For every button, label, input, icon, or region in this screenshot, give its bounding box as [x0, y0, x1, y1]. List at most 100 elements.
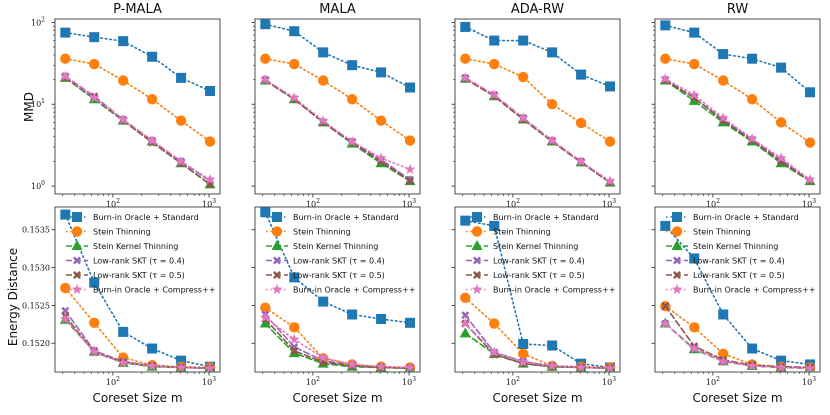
- legend-marker: [671, 226, 683, 237]
- x-tick-label: 102: [706, 198, 720, 209]
- data-point: [60, 313, 71, 324]
- data-point: [804, 362, 816, 372]
- data-point: [517, 348, 529, 360]
- data-point: [547, 47, 558, 58]
- data-point: [460, 21, 471, 32]
- data-point: [804, 174, 816, 185]
- axes-frame: [654, 206, 821, 373]
- panel-2: MALA 102 103: [251, 2, 421, 209]
- data-point: [775, 117, 787, 128]
- legend: Burn-in Oracle + Standard Stein Thinning S…: [266, 212, 415, 295]
- data-point: [205, 86, 216, 97]
- data-point: [260, 53, 271, 64]
- legend-marker: [671, 240, 683, 250]
- legend-label: Stein Thinning: [493, 228, 551, 237]
- x-tick-label: 102: [106, 198, 120, 209]
- data-point: [604, 175, 616, 186]
- legend-marker: [271, 284, 283, 294]
- y-tick-label: 0.1525: [22, 301, 50, 310]
- data-point: [717, 75, 729, 86]
- x-tick-label: 102: [506, 198, 520, 209]
- data-point: [289, 26, 300, 37]
- data-point: [489, 89, 500, 100]
- series-line: [264, 316, 411, 369]
- panel-6: 102 103 Coreset Size m Burn-in Oracle + Sta…: [251, 206, 421, 405]
- data-point: [776, 355, 787, 366]
- legend-label: Low-rank SKT (τ = 0.4): [293, 257, 385, 266]
- legend-marker: [72, 212, 82, 222]
- legend-marker: [71, 240, 83, 250]
- legend-marker: [272, 212, 282, 222]
- legend-marker: [673, 271, 681, 279]
- axes-frame: [54, 206, 221, 373]
- x-axis-label: Coreset Size m: [692, 391, 782, 405]
- x-tick-label: 103: [602, 198, 616, 209]
- legend-marker: [71, 226, 83, 237]
- legend-marker: [471, 240, 483, 250]
- panel-7: 102 103 Coreset Size m Burn-in Oracle + Sta…: [451, 206, 621, 405]
- data-point: [175, 155, 187, 166]
- legend-label: Stein Thinning: [693, 228, 751, 237]
- legend-marker: [73, 271, 81, 279]
- data-point: [604, 362, 616, 372]
- data-point: [489, 35, 500, 46]
- legend-label: Stein Kernel Thinning: [693, 242, 778, 251]
- data-point: [176, 355, 187, 366]
- y-tick-label: 101: [31, 98, 45, 109]
- x-axis-label: Coreset Size m: [292, 391, 382, 405]
- data-point: [147, 51, 158, 62]
- data-point: [260, 19, 271, 30]
- legend-marker: [473, 271, 481, 279]
- panel-title: MALA: [319, 2, 356, 17]
- y-tick-label: 0.1520: [22, 339, 50, 348]
- legend-marker: [671, 284, 683, 294]
- data-point: [147, 343, 158, 354]
- x-tick-label: 102: [106, 376, 120, 387]
- x-tick-label: 103: [802, 376, 816, 387]
- series-group: [259, 19, 416, 186]
- series-line: [64, 318, 211, 370]
- data-point: [176, 72, 187, 83]
- data-point: [260, 312, 271, 322]
- series-line: [64, 213, 211, 368]
- data-point: [776, 62, 787, 73]
- series-line: [264, 78, 411, 171]
- data-point: [60, 282, 71, 294]
- legend-label: Stein Thinning: [93, 228, 151, 237]
- x-tick-label: 102: [506, 376, 520, 387]
- data-point: [118, 326, 129, 337]
- series-line: [464, 322, 611, 370]
- data-point: [489, 346, 500, 357]
- y-tick-label: 0.1535: [22, 226, 50, 235]
- x-tick-label: 103: [402, 198, 416, 209]
- data-point: [718, 309, 729, 320]
- data-point: [346, 358, 358, 369]
- legend-label: Low-rank SKT (τ = 0.5): [93, 271, 185, 280]
- data-point: [118, 36, 129, 47]
- data-point: [260, 74, 271, 85]
- data-point: [117, 357, 129, 368]
- data-point: [60, 53, 71, 64]
- legend-marker: [471, 284, 483, 294]
- data-point: [89, 32, 100, 43]
- data-point: [688, 94, 700, 105]
- data-point: [460, 318, 471, 329]
- data-point: [290, 346, 299, 355]
- series-group: [259, 207, 416, 372]
- legend-marker: [473, 256, 481, 265]
- data-point: [718, 49, 729, 60]
- data-point: [576, 69, 587, 80]
- data-point: [517, 71, 529, 83]
- data-point: [405, 317, 416, 328]
- legend: Burn-in Oracle + Standard Stein Thinning S…: [466, 212, 615, 295]
- legend-label: Burn-in Oracle + Compress++: [293, 286, 415, 295]
- data-point: [346, 94, 358, 105]
- x-tick-label: 103: [202, 198, 216, 209]
- panel-1: P-MALA 102 103 100 101 102: [31, 2, 221, 209]
- data-point: [146, 135, 158, 145]
- data-point: [60, 27, 71, 38]
- panel-5: 102 103 0.1520 0.1525 0.1530 0.1535 Coreset Si…: [22, 206, 221, 405]
- data-point: [747, 343, 758, 354]
- data-point: [518, 35, 529, 46]
